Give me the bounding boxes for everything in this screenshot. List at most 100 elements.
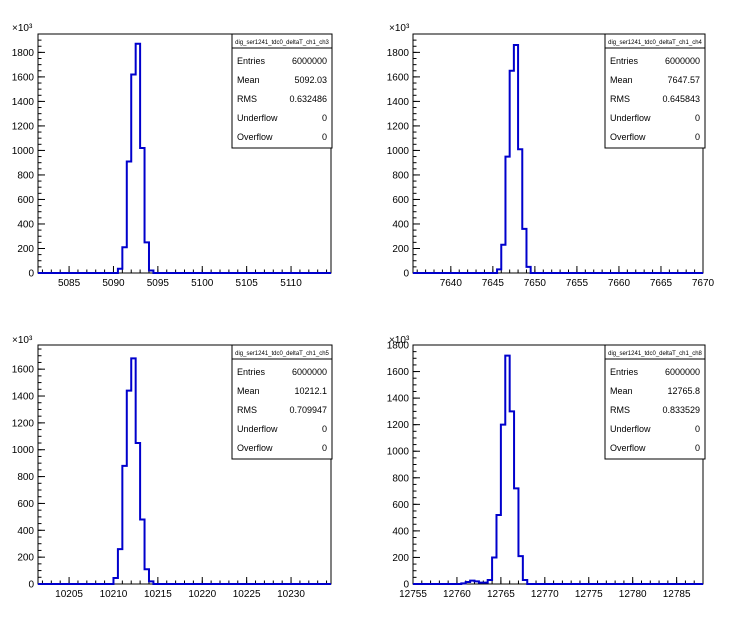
x-tick-label: 10220	[188, 589, 216, 600]
stats-box-frame	[604, 33, 706, 149]
stats-label: Underflow	[237, 424, 278, 434]
x-tick-label: 5110	[280, 278, 302, 289]
y-tick-label: 1600	[387, 72, 410, 83]
stats-label: Mean	[237, 386, 260, 396]
x-tick-label: 7660	[608, 278, 631, 289]
x-tick-label: 12770	[531, 589, 559, 600]
x-tick-label: 12785	[663, 589, 691, 600]
x-tick-label: 7650	[524, 278, 547, 289]
x-tick-label: 5105	[236, 278, 259, 289]
x-tick-label: 10210	[100, 589, 128, 600]
y-tick-label: 800	[392, 473, 409, 484]
stats-box: dig_ser1241_tdc0_deltaT_ch1_ch4 Entries …	[604, 33, 706, 149]
y-tick-label: 1600	[387, 367, 410, 378]
stats-label: Overflow	[237, 443, 273, 453]
stats-value: 7647.57	[667, 75, 700, 85]
x-tick-label: 10205	[55, 589, 83, 600]
y-tick-label: 1200	[387, 121, 410, 132]
stats-value: 12765.8	[667, 386, 700, 396]
stats-label: Overflow	[610, 132, 646, 142]
y-tick-label: 400	[392, 219, 409, 230]
y-axis: 0 200 400 600 800 1000 1200 1400 1600	[12, 348, 45, 591]
stats-label: Underflow	[237, 113, 278, 123]
stats-value: 0	[695, 113, 700, 123]
histogram-line	[413, 354, 703, 585]
y-tick-label: 800	[17, 472, 34, 483]
y-tick-label: 600	[17, 195, 34, 206]
y-axis: 0 200 400 600 800 1000 1200 1400 1600 1800	[387, 341, 420, 591]
y-axis: 0 200 400 600 800 1000 1200 1400 1600 1800	[387, 33, 420, 280]
stats-box-frame	[231, 33, 333, 149]
x-tick-label: 5100	[191, 278, 214, 289]
y-tick-label: 1200	[12, 418, 35, 429]
x-tick-label: 12755	[399, 589, 427, 600]
stats-title: dig_ser1241_tdc0_deltaT_ch1_ch8	[608, 351, 702, 357]
stats-label: Underflow	[610, 424, 651, 434]
histogram-line	[38, 357, 331, 585]
y-tick-label: 1800	[387, 341, 410, 352]
y-tick-label: 800	[17, 170, 34, 181]
pad-4: ×10³ 0 200 400 600 800 1000 1200 1400 1600 1800 1…	[387, 335, 706, 600]
stats-value: 6000000	[292, 367, 327, 377]
y-tick-label: 1800	[12, 48, 35, 59]
stats-value: 0	[695, 424, 700, 434]
pad-1: ×10³ 0 200 400 600 800 1000 1200 1400 1600 1800 5…	[12, 23, 333, 289]
x-tick-label: 7645	[482, 278, 505, 289]
stats-value: 6000000	[292, 56, 327, 66]
x-tick-label: 7640	[440, 278, 463, 289]
stats-value: 0	[322, 132, 327, 142]
stats-value: 6000000	[665, 56, 700, 66]
stats-box: dig_ser1241_tdc0_deltaT_ch1_ch8 Entries …	[604, 344, 706, 460]
x-tick-label: 7665	[650, 278, 673, 289]
y-tick-label: 400	[17, 526, 34, 537]
stats-value: 0.833529	[662, 405, 700, 415]
pad-2: ×10³ 0 200 400 600 800 1000 1200 1400 1600 1800 7…	[387, 23, 715, 289]
y-tick-label: 1800	[387, 48, 410, 59]
stats-label: RMS	[237, 405, 257, 415]
histogram-line	[38, 42, 331, 274]
x-tick-label: 10215	[144, 589, 172, 600]
stats-label: Underflow	[610, 113, 651, 123]
y-tick-label: 1400	[12, 97, 35, 108]
x-tick-label: 5085	[58, 278, 81, 289]
x-tick-label: 12775	[575, 589, 603, 600]
x-tick-label: 10230	[277, 589, 305, 600]
y-tick-label: 600	[392, 500, 409, 511]
stats-value: 6000000	[665, 367, 700, 377]
stats-label: RMS	[237, 94, 257, 104]
stats-label: Mean	[610, 386, 633, 396]
pad-3: ×10³ 0 200 400 600 800 1000 1200 1400 1600 10205…	[12, 335, 333, 600]
y-tick-label: 600	[17, 499, 34, 510]
y-tick-label: 600	[392, 195, 409, 206]
stats-title: dig_ser1241_tdc0_deltaT_ch1_ch3	[235, 40, 329, 46]
stats-label: Entries	[610, 367, 639, 377]
y-tick-label: 1000	[387, 146, 410, 157]
y-tick-label: 1200	[387, 420, 410, 431]
y-tick-label: 1200	[12, 121, 35, 132]
stats-label: RMS	[610, 94, 630, 104]
stats-label: RMS	[610, 405, 630, 415]
x-tick-label: 7655	[566, 278, 589, 289]
y-tick-label: 0	[403, 269, 409, 280]
y-tick-label: 1000	[12, 146, 35, 157]
stats-label: Entries	[237, 367, 266, 377]
y-tick-label: 200	[392, 553, 409, 564]
y-tick-label: 1000	[387, 447, 410, 458]
y-exponent-label: ×10³	[389, 335, 410, 346]
x-axis: 10205 10210 10215 10220 10225 10230	[41, 577, 328, 600]
stats-value: 0	[322, 113, 327, 123]
y-tick-label: 400	[17, 219, 34, 230]
x-tick-label: 12780	[619, 589, 647, 600]
stats-title: dig_ser1241_tdc0_deltaT_ch1_ch5	[235, 351, 329, 357]
x-tick-label: 12765	[487, 589, 515, 600]
stats-label: Overflow	[610, 443, 646, 453]
x-tick-label: 12760	[443, 589, 471, 600]
y-tick-label: 0	[28, 580, 34, 591]
y-tick-label: 200	[17, 244, 34, 255]
y-tick-label: 1400	[12, 392, 35, 403]
stats-value: 0	[322, 443, 327, 453]
y-axis: 0 200 400 600 800 1000 1200 1400 1600 1800	[12, 33, 45, 280]
y-tick-label: 200	[17, 553, 34, 564]
stats-value: 5092.03	[294, 75, 327, 85]
